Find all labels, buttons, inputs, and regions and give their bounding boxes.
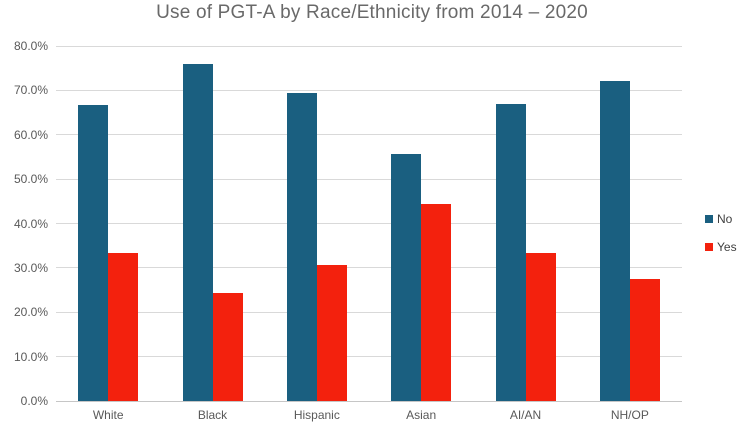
y-tick-label: 10.0% bbox=[13, 349, 48, 364]
chart-legend: No Yes bbox=[705, 212, 744, 268]
legend-label-yes: Yes bbox=[717, 240, 737, 254]
gridline bbox=[56, 89, 682, 91]
legend-item-no: No bbox=[705, 212, 744, 226]
legend-label-no: No bbox=[717, 212, 733, 226]
gridline bbox=[56, 311, 682, 313]
bar-no-ai-an bbox=[495, 104, 526, 401]
x-category-label-white: White bbox=[92, 408, 124, 422]
bar-yes-white bbox=[108, 252, 139, 401]
bar-no-white bbox=[78, 104, 109, 401]
gridline bbox=[56, 356, 682, 358]
gridline bbox=[56, 267, 682, 269]
chart-title: Use of PGT-A by Race/Ethnicity from 2014… bbox=[156, 2, 588, 23]
bar-yes-black bbox=[212, 292, 243, 401]
y-tick-label: 0.0% bbox=[20, 394, 48, 408]
y-tick-label: 50.0% bbox=[13, 172, 48, 187]
bar-no-nh-op bbox=[599, 80, 630, 401]
bar-no-asian bbox=[391, 153, 422, 401]
legend-marker-no-icon bbox=[705, 215, 713, 223]
x-axis-line bbox=[56, 400, 682, 402]
bar-no-hispanic bbox=[286, 92, 317, 401]
x-category-label-hispanic: Hispanic bbox=[293, 408, 340, 422]
x-category-label-nh-op: NH/OP bbox=[610, 408, 649, 422]
legend-item-yes: Yes bbox=[705, 240, 744, 254]
y-tick-label: 40.0% bbox=[13, 216, 48, 231]
y-tick-label: 70.0% bbox=[13, 83, 48, 98]
y-tick-label: 60.0% bbox=[13, 127, 48, 142]
legend-marker-yes-icon bbox=[705, 243, 713, 251]
y-tick-label: 30.0% bbox=[13, 260, 48, 275]
bar-no-black bbox=[182, 63, 213, 401]
bar-yes-nh-op bbox=[629, 278, 660, 401]
bar-yes-hispanic bbox=[316, 264, 347, 401]
bar-yes-asian bbox=[421, 203, 452, 401]
gridline bbox=[56, 223, 682, 224]
gridline bbox=[56, 134, 682, 136]
gridline bbox=[56, 178, 682, 180]
y-tick-label: 20.0% bbox=[13, 305, 48, 320]
gridline bbox=[56, 45, 682, 47]
bar-yes-ai-an bbox=[525, 252, 556, 401]
x-category-label-asian: Asian bbox=[406, 408, 437, 422]
y-tick-label: 80.0% bbox=[13, 39, 48, 53]
x-category-label-ai-an: AI/AN bbox=[509, 408, 542, 422]
x-category-label-black: Black bbox=[197, 408, 228, 422]
